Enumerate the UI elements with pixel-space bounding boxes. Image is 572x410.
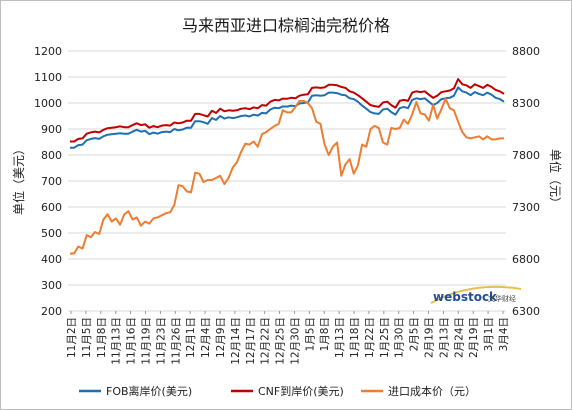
chart-title: 马来西亚进口棕榈油完税价格	[182, 16, 390, 35]
x-tick-label: 2月24日	[453, 317, 465, 358]
gridlines	[68, 50, 506, 312]
y-left-tick-label: 1000	[34, 97, 62, 110]
x-tick-label: 1月22日	[364, 317, 376, 358]
x-tick-label: 11月13日	[111, 317, 123, 365]
y-right-tick-label: 6800	[512, 253, 540, 266]
x-tick-label: 12月25日	[275, 317, 287, 365]
series-line-2	[69, 97, 504, 255]
x-tick-label: 1月18日	[349, 317, 361, 358]
watermark-brand: webstock	[433, 290, 498, 304]
x-tick-label: 3月4日	[498, 317, 510, 351]
webstock-watermark: webstock 文华财经	[430, 285, 522, 304]
y-left-tick-label: 800	[41, 149, 62, 162]
y-left-tick-label: 300	[41, 279, 62, 292]
x-tick-label: 2月19日	[424, 317, 436, 358]
left-axis-ticks: 200 300 400 500 600 700 800 900 1000 1100 1200	[34, 45, 62, 318]
x-tick-label: 12月1日	[185, 317, 197, 358]
y-left-tick-label: 500	[41, 227, 62, 240]
x-tick-label: 1月8日	[319, 317, 331, 351]
watermark-swoosh-icon	[430, 285, 522, 304]
x-tick-label: 11月26日	[170, 317, 182, 365]
x-tick-label: 11月23日	[155, 317, 167, 365]
y-right-tick-label: 6300	[512, 305, 540, 318]
legend-label-1: CNF到岸价(美元)	[258, 385, 344, 398]
legend-label-0: FOB离岸价(美元)	[106, 384, 192, 398]
legend-label-2: 进口成本价（元）	[388, 384, 476, 398]
x-tick-label: 12月30日	[289, 317, 301, 365]
y-left-tick-label: 900	[41, 123, 62, 136]
y-left-tick-label: 400	[41, 253, 62, 266]
x-tick-label: 12月17日	[245, 317, 257, 365]
x-tick-label: 2月19日	[468, 317, 480, 358]
series-lines	[69, 78, 505, 255]
right-axis-ticks: 6300 6800 7300 7800 8300 8800	[512, 45, 540, 318]
x-tick-label: 11月19日	[140, 317, 152, 365]
x-tick-label: 3月1日	[483, 317, 495, 351]
x-tick-label: 12月14日	[230, 317, 242, 365]
y-left-tick-label: 1200	[34, 45, 62, 58]
y-left-tick-label: 200	[41, 305, 62, 318]
x-tick-label: 1月25日	[379, 317, 391, 358]
series-line-0	[70, 86, 505, 149]
x-tick-label: 12月4日	[200, 317, 212, 358]
x-tick-label: 11月8日	[96, 317, 108, 358]
y-left-tick-label: 700	[41, 175, 62, 188]
x-tick-label: 1月5日	[304, 317, 316, 351]
watermark-brand-sub: 文华财经	[488, 294, 516, 303]
y-right-tick-label: 7800	[512, 149, 540, 162]
x-tick-label: 11月5日	[81, 317, 93, 358]
x-tick-label: 12月9日	[215, 317, 227, 358]
legend: FOB离岸价(美元) CNF到岸价(美元) 进口成本价（元）	[79, 384, 476, 398]
x-tick-label: 1月30日	[394, 317, 406, 358]
x-tick-label: 1月13日	[334, 317, 346, 358]
x-tick-label: 2月13日	[438, 317, 450, 358]
y-right-tick-label: 8800	[512, 45, 540, 58]
y-axis-right-label: 单位（元）	[548, 149, 563, 209]
series-line-1	[70, 78, 505, 143]
y-left-tick-label: 1100	[34, 71, 62, 84]
x-tick-label: 12月22日	[260, 317, 272, 365]
y-axis-left-label: 单位（美元）	[11, 143, 26, 215]
x-tick-label: 2月5日	[409, 317, 421, 351]
y-left-tick-label: 600	[41, 201, 62, 214]
x-axis-ticks: 11月2日 11月5日 11月8日 11月13日 11月16日 11月19日 11月23日 1…	[66, 311, 510, 365]
y-right-tick-label: 7300	[512, 201, 540, 214]
x-tick-label: 11月2日	[66, 317, 78, 358]
y-right-tick-label: 8300	[512, 97, 540, 110]
x-tick-label: 11月16日	[126, 317, 138, 365]
